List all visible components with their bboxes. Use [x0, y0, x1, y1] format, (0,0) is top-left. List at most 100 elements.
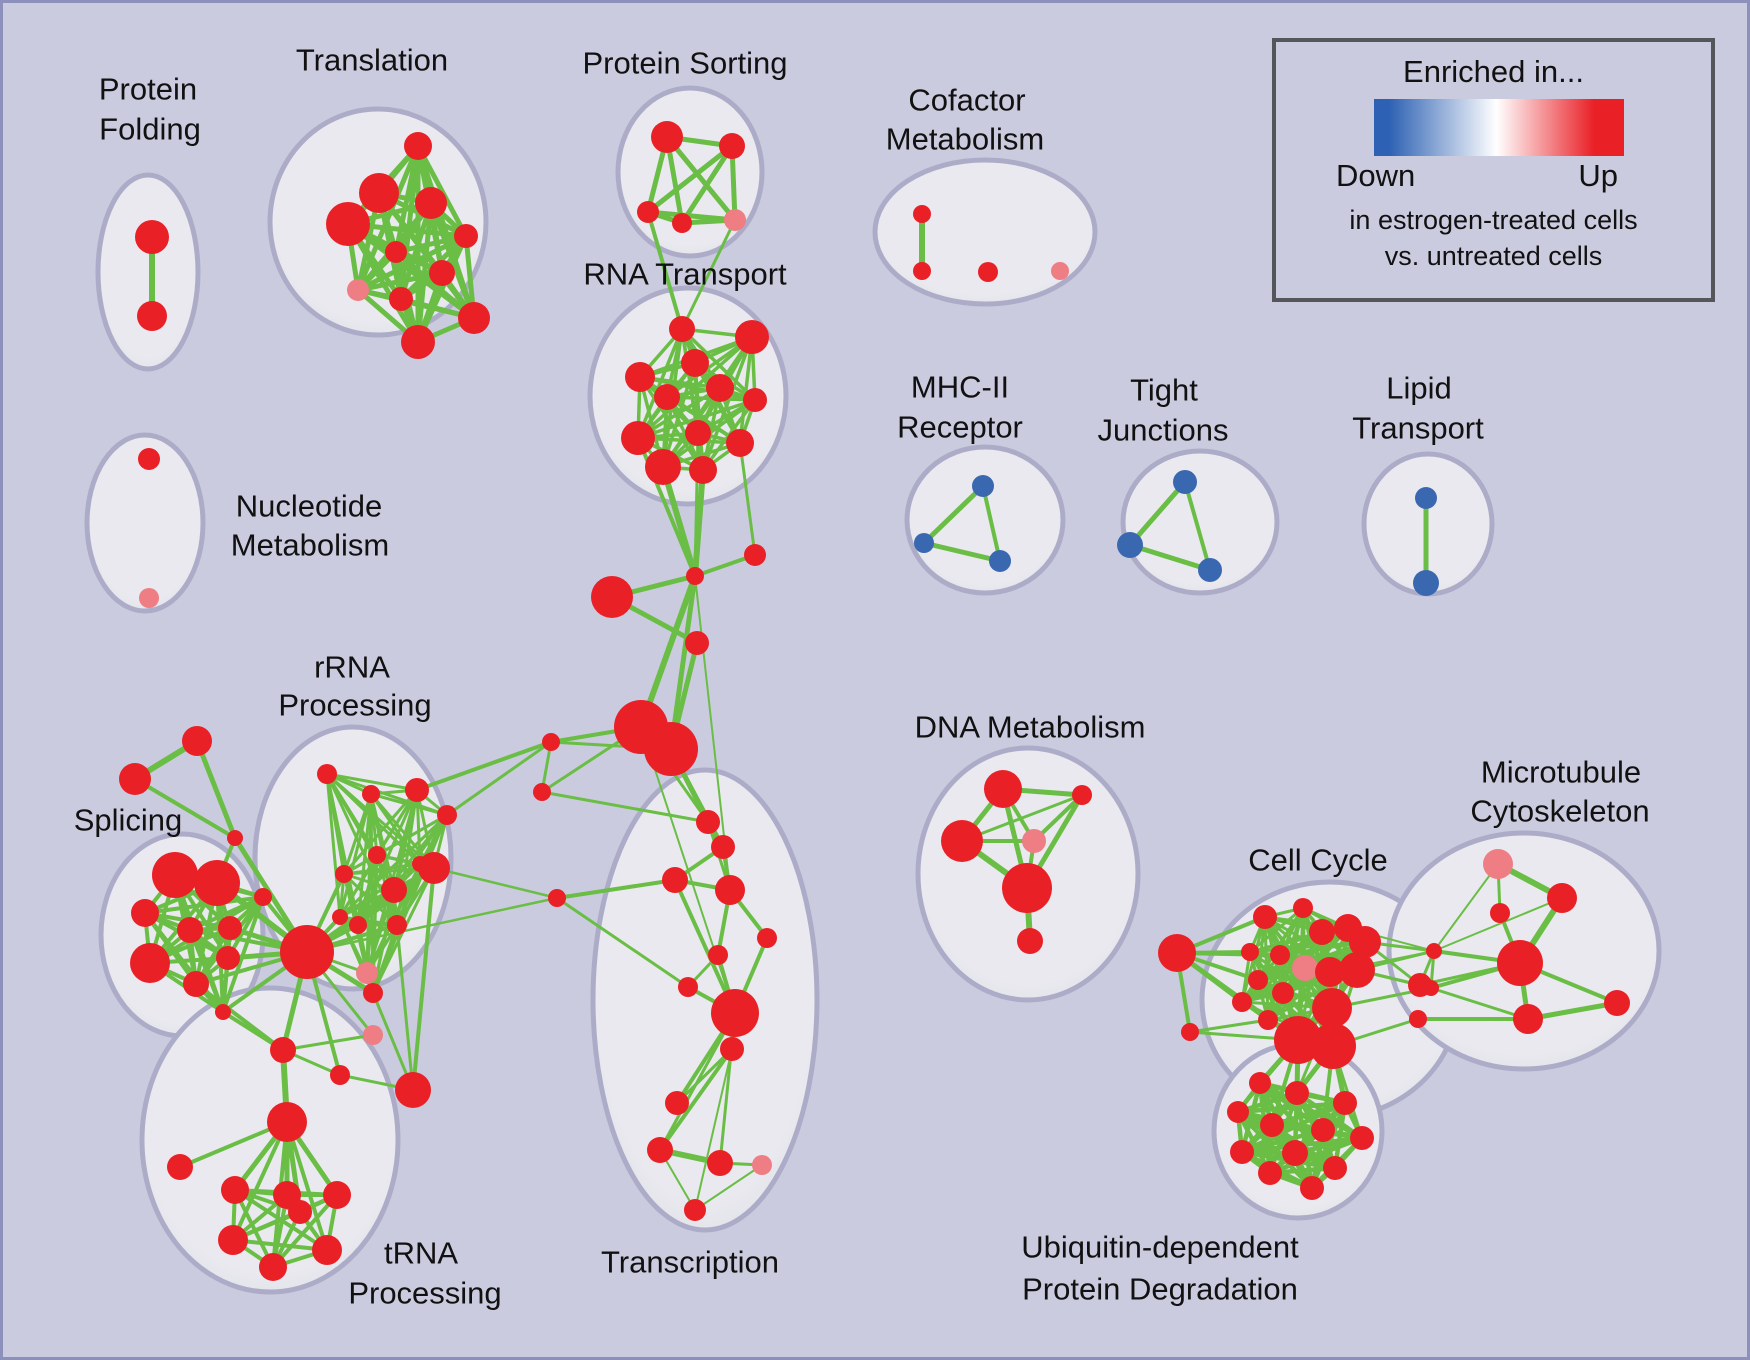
- node-s1: [152, 852, 198, 898]
- node-cc14: [1312, 988, 1352, 1028]
- node-lp2: [1413, 570, 1439, 596]
- node-lc1: [542, 733, 560, 751]
- cluster-ellipse-protein-folding: [95, 172, 201, 372]
- node-sc: [227, 830, 243, 846]
- edge-rr1-rr3: [325, 772, 419, 792]
- edge-rr3-lc1: [415, 740, 553, 792]
- node-pf2: [137, 301, 167, 331]
- node-d5: [1017, 928, 1043, 954]
- node-rr1: [317, 764, 337, 784]
- node-r8: [685, 420, 711, 446]
- legend-gradient-bar: [1374, 99, 1624, 156]
- node-mtp: [1483, 849, 1513, 879]
- node-ps1: [651, 121, 683, 153]
- node-t1: [404, 132, 432, 160]
- node-tc10: [647, 1137, 673, 1163]
- cluster-label-lipid-2: Transport: [1352, 411, 1484, 446]
- node-tc11: [707, 1150, 733, 1176]
- edge-mc1-mt1: [1433, 897, 1563, 952]
- edge-ps3-r1: [646, 210, 684, 331]
- cluster-label-protein-sorting: Protein Sorting: [582, 46, 787, 81]
- edge-mc1-mtp: [1433, 863, 1499, 952]
- edge-t6-t10: [393, 249, 477, 321]
- edge-t3-t11: [415, 200, 434, 345]
- edge-lc3-rrb: [432, 866, 559, 900]
- edge-r4-r7: [638, 375, 757, 402]
- node-t8: [347, 279, 369, 301]
- node-cc11: [1339, 952, 1375, 988]
- cluster-ellipse-nucleotide-metabolism: [84, 432, 206, 614]
- node-layer: [119, 121, 1630, 1281]
- edge-lc2-tc1: [540, 790, 710, 824]
- node-m1: [972, 475, 994, 497]
- edge-mt3-mt4: [1525, 1000, 1620, 1022]
- node-th7: [288, 1200, 312, 1224]
- node-mc3: [1409, 1010, 1427, 1028]
- cluster-label-protein-folding-2: Folding: [99, 112, 201, 147]
- node-r7: [743, 388, 767, 412]
- node-cc5: [1349, 926, 1381, 958]
- node-cm2: [913, 262, 931, 280]
- legend-up-label: Up: [1578, 158, 1618, 193]
- edge-th3-th6: [271, 1193, 339, 1269]
- node-ps2: [719, 133, 745, 159]
- node-tj2: [1117, 532, 1143, 558]
- cluster-label-mhc-2: Receptor: [897, 410, 1023, 445]
- node-nm1: [138, 448, 160, 470]
- node-m2: [914, 533, 934, 553]
- node-c4: [685, 631, 709, 655]
- node-rr3: [405, 778, 429, 802]
- edge-x3-rrb: [411, 866, 436, 1092]
- cluster-label-nucleotide-1: Nucleotide: [236, 489, 382, 524]
- node-lc3: [548, 889, 566, 907]
- edge-r2-r12: [738, 335, 754, 445]
- node-s3: [131, 899, 159, 927]
- node-c2: [744, 544, 766, 566]
- node-cc15: [1274, 1016, 1322, 1064]
- node-mt2: [1490, 903, 1510, 923]
- edge-r1-r9: [636, 327, 684, 440]
- edge-s6-s7: [148, 895, 265, 965]
- edge-tc8-tc10: [658, 1047, 734, 1152]
- node-s5: [218, 916, 242, 940]
- node-th3: [323, 1181, 351, 1209]
- node-ps4: [672, 213, 692, 233]
- cluster-label-cell-cycle: Cell Cycle: [1248, 843, 1388, 878]
- node-ps5: [724, 209, 746, 231]
- node-lp1: [1415, 487, 1437, 509]
- cluster-label-ubiquitin-2: Protein Degradation: [1022, 1272, 1298, 1307]
- node-r11: [689, 456, 717, 484]
- node-c3: [591, 576, 633, 618]
- cluster-label-trna-2: Processing: [348, 1276, 501, 1311]
- node-x3: [395, 1072, 431, 1108]
- node-th: [267, 1102, 307, 1142]
- node-t9: [389, 287, 413, 311]
- node-cm3: [978, 262, 998, 282]
- node-ti: [167, 1154, 193, 1180]
- node-x1: [270, 1037, 296, 1063]
- edge-tc12-tcp: [694, 1164, 763, 1211]
- node-s7: [130, 943, 170, 983]
- cluster-label-microtubule-1: Microtubule: [1481, 755, 1641, 790]
- legend-caption-line1: in estrogen-treated cells: [1349, 205, 1638, 235]
- node-tc2: [711, 835, 735, 859]
- node-mc1: [1426, 943, 1442, 959]
- node-u2: [1285, 1081, 1309, 1105]
- cluster-label-mhc-1: MHC-II: [911, 370, 1009, 405]
- edge-r2-r11: [701, 335, 754, 472]
- edge-sa-sc: [194, 738, 238, 841]
- node-mc2: [1423, 980, 1439, 996]
- cluster-ellipse-protein-sorting: [615, 85, 765, 259]
- node-ccp: [1292, 955, 1318, 981]
- node-r10: [645, 449, 681, 485]
- edge-ps5-r1: [680, 218, 737, 331]
- cluster-label-ubiquitin-1: Ubiquitin-dependent: [1021, 1230, 1299, 1265]
- node-mt4: [1604, 990, 1630, 1016]
- node-cc8: [1248, 970, 1268, 990]
- node-t10: [458, 302, 490, 334]
- node-th1: [221, 1176, 249, 1204]
- node-rr9: [332, 909, 348, 925]
- edge-m1-m3: [981, 484, 1002, 563]
